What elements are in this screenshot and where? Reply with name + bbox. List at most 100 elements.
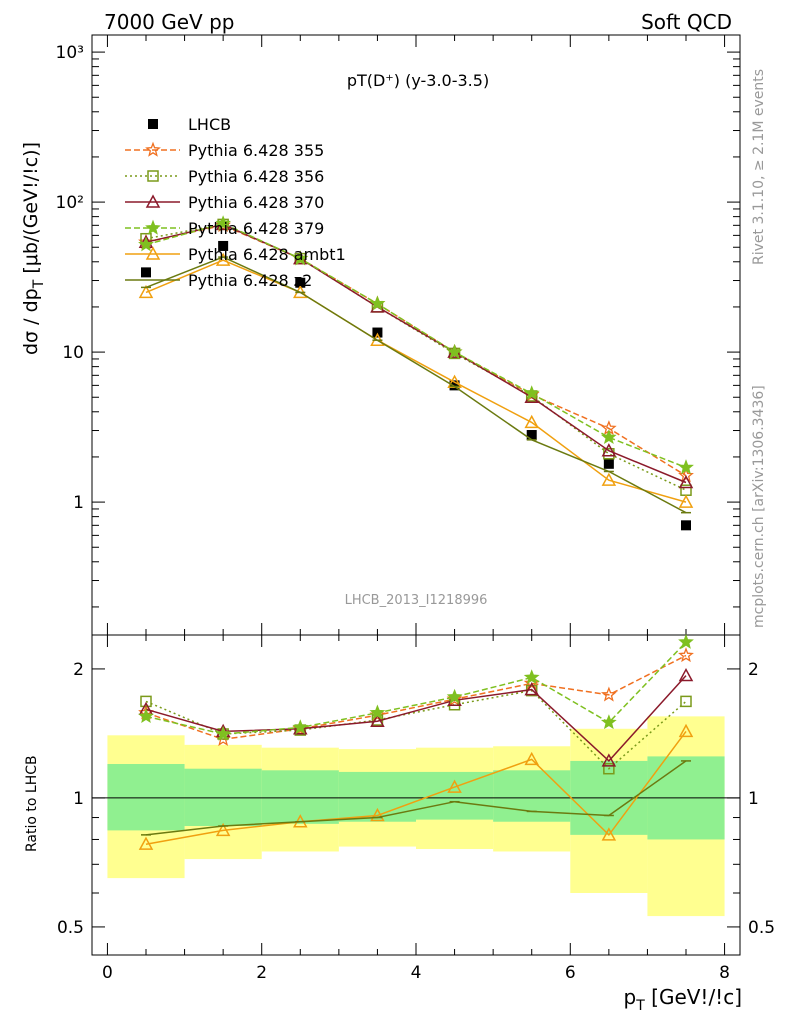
ratio-data-point xyxy=(138,836,154,850)
legend-marker xyxy=(145,194,161,208)
main-data-point xyxy=(678,474,694,489)
main-data-point xyxy=(601,443,617,457)
analysis-id-label: LHCB_2013_I1218996 xyxy=(345,593,488,608)
main-series-line xyxy=(145,256,687,514)
ratio-data-point xyxy=(370,807,385,822)
main-y-tick-label: 10³ xyxy=(56,43,84,63)
ratio-data-point xyxy=(678,647,694,663)
ratio-data-point xyxy=(680,695,692,708)
ratio-series-line xyxy=(145,760,687,836)
x-tick-label: 8 xyxy=(719,963,730,983)
ratio-y-tick-label-right: 2 xyxy=(748,660,759,680)
ratio-series-line xyxy=(145,730,687,845)
ratio-y-tick-label: 0.5 xyxy=(57,918,84,938)
plot-title: pT(D⁺) (y-3.0-3.5) xyxy=(347,71,489,90)
main-data-point xyxy=(292,250,309,266)
legend-marker xyxy=(145,141,161,157)
uncertainty-band-stat xyxy=(416,771,494,820)
rivet-label: Rivet 3.1.10, ≥ 2.1M events xyxy=(751,69,767,265)
ratio-data-point xyxy=(600,714,617,730)
ratio-data-point xyxy=(678,723,694,738)
main-data-point xyxy=(681,520,691,531)
ratio-data-point xyxy=(292,719,309,735)
x-tick-label: 2 xyxy=(256,963,267,983)
main-y-axis-label: dσ / dpT [μb/(GeV!/!c)] xyxy=(20,142,47,355)
ratio-data-point xyxy=(446,690,463,706)
x-tick-label: 0 xyxy=(102,963,113,983)
process-label: Soft QCD xyxy=(641,10,732,34)
energy-label: 7000 GeV pp xyxy=(104,10,235,34)
legend-label: LHCB xyxy=(188,115,231,134)
main-data-point xyxy=(449,380,460,391)
ratio-data-point xyxy=(447,779,462,793)
legend-label: Pythia 6.428 370 xyxy=(188,193,324,212)
ratio-data-point xyxy=(678,633,694,649)
ratio-series-line xyxy=(145,641,687,735)
main-data-point xyxy=(524,414,539,429)
uncertainty-band-stat xyxy=(338,771,416,822)
main-data-point xyxy=(601,429,617,445)
legend-marker xyxy=(145,219,161,235)
ratio-data-point xyxy=(523,669,540,685)
main-data-point xyxy=(295,277,306,288)
main-data-point xyxy=(215,252,231,266)
legend-label: Pythia 6.428 z2 xyxy=(188,271,312,290)
main-data-point xyxy=(138,236,154,252)
ratio-data-point xyxy=(138,708,154,724)
main-data-point xyxy=(218,240,229,251)
legend-marker xyxy=(145,246,161,260)
x-axis-label: pT [GeV!/!c] xyxy=(624,985,742,1014)
ratio-y-tick-label-right: 0.5 xyxy=(748,918,775,938)
main-data-point xyxy=(678,494,694,508)
ratio-y-tick-label: 2 xyxy=(73,660,84,680)
legend-label: Pythia 6.428 ambt1 xyxy=(188,245,346,264)
ratio-data-point xyxy=(600,686,617,702)
main-data-point xyxy=(601,472,617,486)
legend-label: Pythia 6.428 356 xyxy=(188,167,324,186)
main-data-point xyxy=(141,267,151,278)
main-data-point xyxy=(372,327,383,338)
main-data-point xyxy=(369,295,386,311)
main-data-point xyxy=(680,484,692,496)
main-series-line xyxy=(145,222,687,469)
ratio-y-tick-label-right: 1 xyxy=(748,789,759,809)
ratio-data-point xyxy=(601,753,617,767)
x-tick-label: 6 xyxy=(565,963,576,983)
main-panel: 1 10 10² 10³ LHCB Pythia 6.428 355 Pythia 6.42… xyxy=(56,34,741,636)
ratio-y-axis-label: Ratio to LHCB xyxy=(24,755,40,852)
ratio-panel: 0.5 0.5 1 1 2 2 0 2 4 6 8 xyxy=(57,633,775,983)
ratio-data-point xyxy=(215,822,231,837)
uncertainty-band-stat xyxy=(107,763,185,831)
uncertainty-band-stat xyxy=(184,768,262,827)
x-tick-label: 4 xyxy=(411,963,422,983)
main-series-line xyxy=(145,259,687,503)
ratio-data-point xyxy=(215,725,231,741)
ratio-data-point xyxy=(601,827,617,841)
mcplots-label: mcplots.cern.ch [arXiv:1306.3436] xyxy=(751,385,767,628)
ratio-series-line xyxy=(145,654,687,741)
ratio-data-point xyxy=(524,682,539,696)
ratio-data-point xyxy=(603,762,615,775)
legend-marker xyxy=(147,170,159,182)
ratio-data-point xyxy=(446,688,463,704)
main-data-point xyxy=(215,215,231,231)
main-data-point xyxy=(603,458,614,469)
main-data-point xyxy=(523,385,540,401)
main-y-tick-label: 10² xyxy=(56,193,84,213)
legend-marker xyxy=(148,119,158,129)
legend-label: Pythia 6.428 355 xyxy=(188,141,324,160)
ratio-data-point xyxy=(678,667,694,682)
uncertainty-band-stat xyxy=(493,770,571,822)
ratio-data-point xyxy=(369,704,386,720)
ratio-data-point xyxy=(370,713,385,727)
ratio-data-point xyxy=(140,695,152,708)
main-y-tick-label: 1 xyxy=(73,493,84,513)
ratio-series-line xyxy=(145,675,687,762)
ratio-data-point xyxy=(524,751,539,766)
ratio-y-tick-label: 1 xyxy=(73,789,84,809)
legend-label: Pythia 6.428 379 xyxy=(188,219,324,238)
main-data-point xyxy=(138,284,154,299)
main-data-point xyxy=(446,343,463,359)
main-data-point xyxy=(526,430,537,441)
